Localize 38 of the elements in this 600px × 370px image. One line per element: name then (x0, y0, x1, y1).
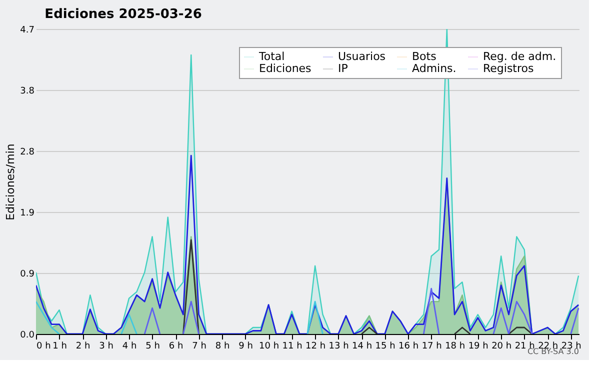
x-tick-label: 6 h (168, 342, 184, 352)
legend-label: Bots (412, 50, 437, 63)
y-axis-title: Ediciones/min (4, 144, 18, 220)
x-tick-label: 19 h (468, 342, 488, 352)
x-tick-label: 11 h (282, 342, 302, 352)
x-tick-label: 5 h (146, 342, 160, 352)
x-tick-label: 3 h (99, 342, 114, 352)
x-tick-label: 13 h (328, 342, 349, 352)
x-tick-label: 10 h (259, 342, 280, 352)
x-tick-label: 1 h (52, 342, 67, 352)
legend-label: Total (258, 50, 285, 63)
x-tick-label: 2 h (76, 342, 90, 352)
text: CC BY-SA 3.0 (527, 347, 579, 356)
legend-label: Reg. de adm. (483, 50, 556, 63)
x-tick-label: 8 h (215, 342, 230, 352)
y-tick-label: 3.8 (20, 86, 35, 96)
legend-label: Ediciones (259, 62, 312, 75)
x-tick-label: 12 h (306, 342, 326, 352)
y-tick-label: 0.0 (20, 330, 35, 340)
x-tick-label: 14 h (352, 342, 372, 352)
legend-label: Usuarios (338, 50, 386, 63)
y-tick-label: 1.9 (20, 208, 35, 218)
x-tick-label: 7 h (192, 342, 206, 352)
legend-label: IP (338, 62, 348, 75)
x-tick-label: 4 h (122, 342, 137, 352)
y-tick-label: 4.7 (20, 26, 34, 36)
legend-label: Registros (483, 62, 534, 75)
x-tick-label: 20 h (492, 342, 512, 352)
x-tick-label: 16 h (398, 342, 419, 352)
y-tick-label: 0.9 (20, 270, 35, 280)
chart-title: Ediciones 2025-03-26 (44, 7, 202, 22)
y-tick-label: 2.8 (20, 148, 35, 158)
x-tick-label: 18 h (445, 342, 466, 352)
x-tick-label: 0 h (36, 342, 51, 352)
x-tick-label: 9 h (238, 342, 253, 352)
x-tick-label: 17 h (422, 342, 442, 352)
legend-label: Admins. (412, 62, 456, 75)
x-tick-label: 15 h (375, 342, 396, 352)
